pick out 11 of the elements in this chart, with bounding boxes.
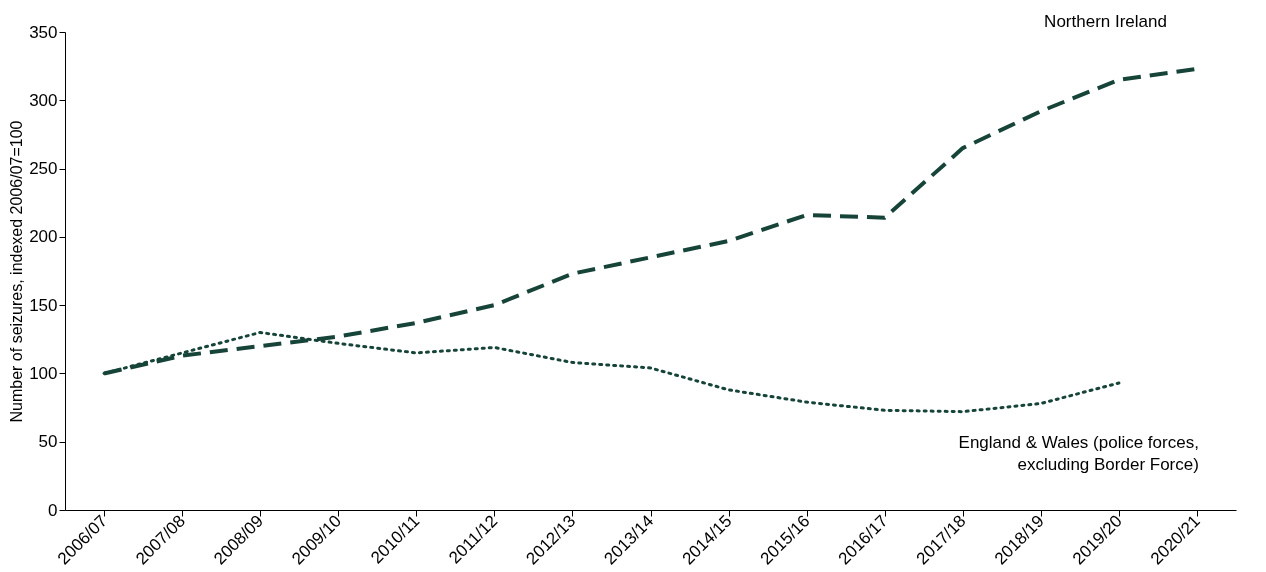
- y-tick-label: 150: [29, 295, 58, 315]
- text: Northern Ireland: [1044, 11, 1167, 31]
- y-axis-title: Number of seizures, indexed 2006/07=100: [8, 120, 26, 423]
- y-tick-label: 200: [29, 227, 58, 247]
- series-label: England & Wales (police forces, excluding Border Force): [958, 432, 1199, 474]
- y-tick-label: 100: [29, 363, 58, 383]
- y-tick-label: 350: [29, 22, 58, 42]
- y-tick-label: 0: [48, 500, 58, 520]
- y-tick-label: 300: [29, 90, 58, 110]
- y-tick-label: 250: [29, 159, 58, 179]
- y-tick-label: 50: [38, 432, 58, 452]
